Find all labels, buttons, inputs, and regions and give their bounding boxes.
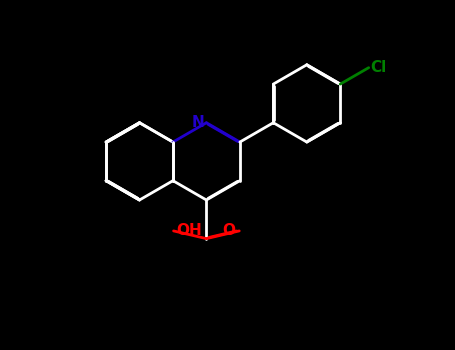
Text: Cl: Cl bbox=[370, 60, 387, 75]
Text: O: O bbox=[222, 223, 236, 238]
Text: N: N bbox=[192, 115, 204, 130]
Text: OH: OH bbox=[176, 223, 202, 238]
